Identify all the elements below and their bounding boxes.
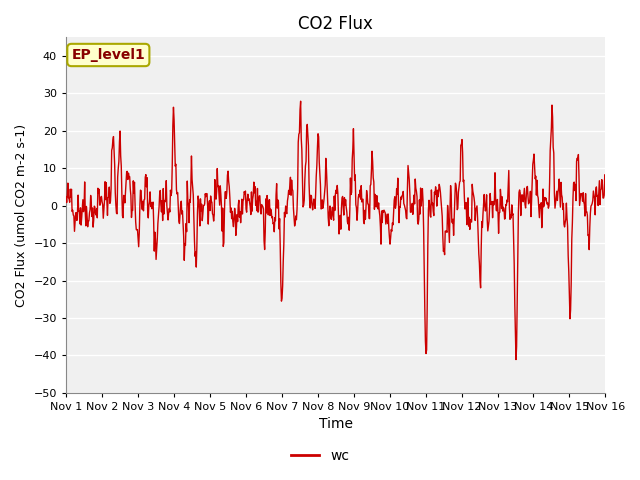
Y-axis label: CO2 Flux (umol CO2 m-2 s-1): CO2 Flux (umol CO2 m-2 s-1) — [15, 123, 28, 307]
Text: EP_level1: EP_level1 — [72, 48, 145, 62]
X-axis label: Time: Time — [319, 418, 353, 432]
Title: CO2 Flux: CO2 Flux — [298, 15, 373, 33]
Legend: wc: wc — [285, 443, 355, 468]
